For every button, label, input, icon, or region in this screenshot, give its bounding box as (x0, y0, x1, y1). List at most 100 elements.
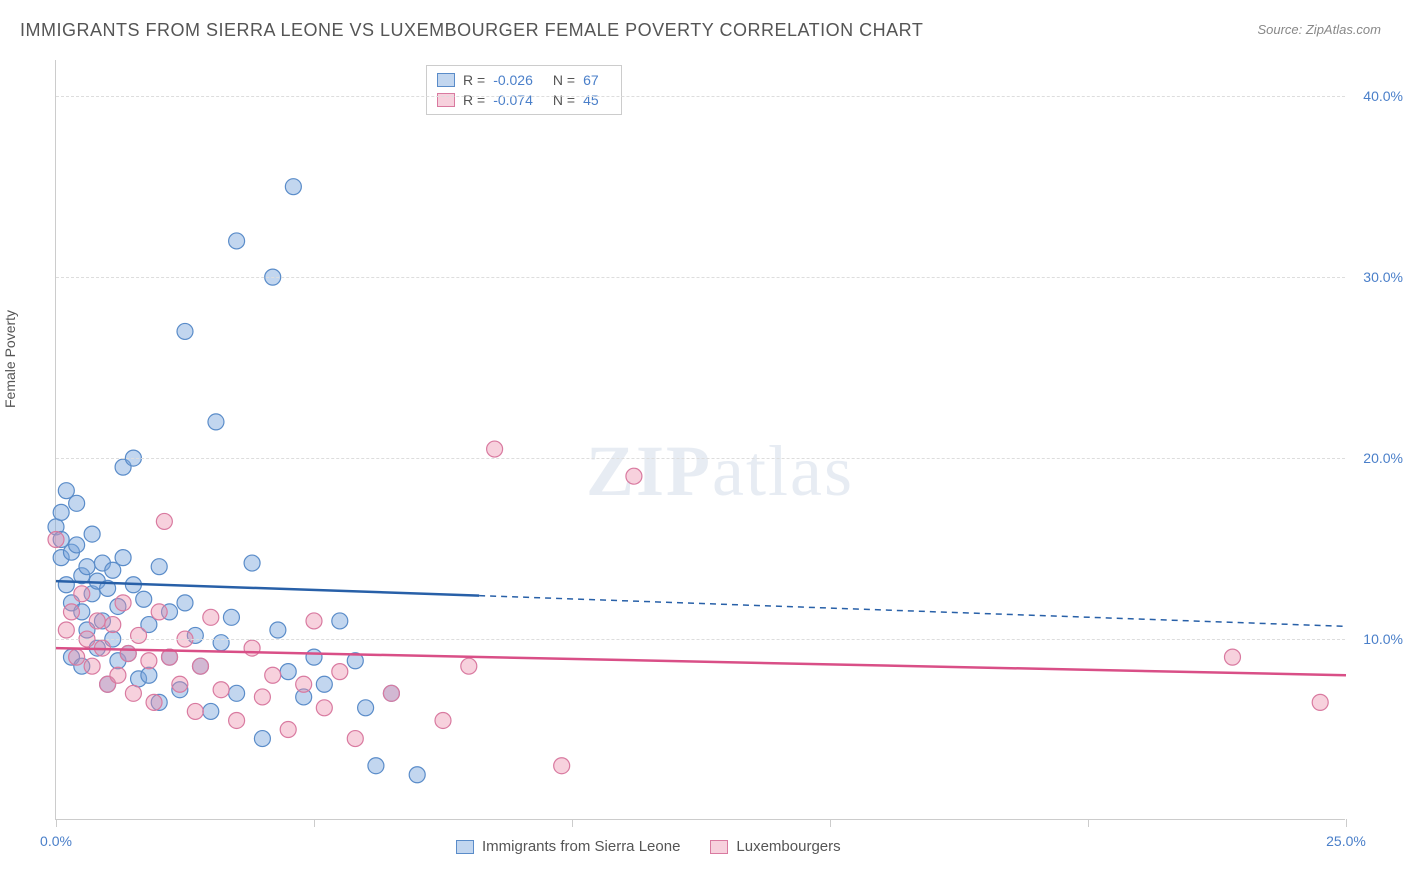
source-name: ZipAtlas.com (1306, 22, 1381, 37)
x-tick (830, 819, 831, 827)
data-point-series-1 (125, 685, 141, 701)
data-point-series-1 (110, 667, 126, 683)
data-point-series-0 (244, 555, 260, 571)
data-point-series-0 (58, 577, 74, 593)
data-point-series-1 (192, 658, 208, 674)
data-point-series-1 (74, 586, 90, 602)
data-point-series-1 (172, 676, 188, 692)
chart-svg (56, 60, 1345, 819)
data-point-series-0 (136, 591, 152, 607)
legend-item-1: Luxembourgers (710, 838, 840, 855)
data-point-series-1 (626, 468, 642, 484)
grid-line (56, 96, 1345, 97)
x-tick (572, 819, 573, 827)
data-point-series-1 (69, 649, 85, 665)
data-point-series-1 (48, 532, 64, 548)
data-point-series-0 (141, 667, 157, 683)
data-point-series-1 (151, 604, 167, 620)
data-point-series-1 (187, 703, 203, 719)
data-point-series-0 (332, 613, 348, 629)
x-tick (1088, 819, 1089, 827)
data-point-series-1 (156, 513, 172, 529)
data-point-series-1 (203, 609, 219, 625)
swatch-bottom-1 (710, 840, 728, 854)
data-point-series-1 (435, 712, 451, 728)
data-point-series-1 (146, 694, 162, 710)
data-point-series-1 (229, 712, 245, 728)
data-point-series-1 (316, 700, 332, 716)
series-name-1: Luxembourgers (736, 838, 840, 855)
x-tick (1346, 819, 1347, 827)
data-point-series-1 (244, 640, 260, 656)
data-point-series-1 (58, 622, 74, 638)
series-legend: Immigrants from Sierra Leone Luxembourge… (456, 838, 841, 855)
y-tick-label: 40.0% (1363, 88, 1403, 104)
grid-line (56, 458, 1345, 459)
data-point-series-0 (306, 649, 322, 665)
data-point-series-0 (115, 550, 131, 566)
trend-line-series-0 (56, 581, 479, 595)
data-point-series-1 (63, 604, 79, 620)
data-point-series-1 (347, 731, 363, 747)
data-point-series-1 (89, 613, 105, 629)
chart-title: IMMIGRANTS FROM SIERRA LEONE VS LUXEMBOU… (20, 20, 923, 41)
x-tick (314, 819, 315, 827)
y-axis-label: Female Poverty (2, 310, 18, 408)
data-point-series-0 (223, 609, 239, 625)
data-point-series-0 (229, 233, 245, 249)
data-point-series-0 (358, 700, 374, 716)
data-point-series-1 (131, 627, 147, 643)
data-point-series-0 (177, 323, 193, 339)
data-point-series-0 (270, 622, 286, 638)
data-point-series-0 (79, 559, 95, 575)
data-point-series-1 (265, 667, 281, 683)
data-point-series-0 (151, 559, 167, 575)
trend-line-series-1 (56, 648, 1346, 675)
data-point-series-0 (69, 537, 85, 553)
grid-line (56, 639, 1345, 640)
data-point-series-1 (280, 722, 296, 738)
data-point-series-0 (316, 676, 332, 692)
source-prefix: Source: (1257, 22, 1305, 37)
data-point-series-1 (461, 658, 477, 674)
trend-line-dashed-series-0 (479, 596, 1346, 627)
data-point-series-1 (554, 758, 570, 774)
data-point-series-1 (1312, 694, 1328, 710)
y-tick-label: 10.0% (1363, 631, 1403, 647)
swatch-bottom-0 (456, 840, 474, 854)
data-point-series-1 (84, 658, 100, 674)
x-tick (56, 819, 57, 827)
data-point-series-0 (208, 414, 224, 430)
data-point-series-0 (280, 664, 296, 680)
data-point-series-1 (254, 689, 270, 705)
data-point-series-0 (69, 495, 85, 511)
data-point-series-1 (120, 646, 136, 662)
x-tick-label: 0.0% (40, 833, 72, 849)
data-point-series-0 (213, 635, 229, 651)
data-point-series-0 (53, 504, 69, 520)
data-point-series-1 (115, 595, 131, 611)
legend-item-0: Immigrants from Sierra Leone (456, 838, 680, 855)
data-point-series-1 (487, 441, 503, 457)
data-point-series-1 (1224, 649, 1240, 665)
data-point-series-1 (141, 653, 157, 669)
y-tick-label: 20.0% (1363, 450, 1403, 466)
data-point-series-0 (177, 595, 193, 611)
source-attribution: Source: ZipAtlas.com (1257, 22, 1381, 37)
x-tick-label: 25.0% (1326, 833, 1366, 849)
data-point-series-1 (306, 613, 322, 629)
data-point-series-1 (296, 676, 312, 692)
data-point-series-0 (285, 179, 301, 195)
data-point-series-0 (229, 685, 245, 701)
data-point-series-0 (84, 526, 100, 542)
series-name-0: Immigrants from Sierra Leone (482, 838, 680, 855)
plot-area: ZIPatlas R = -0.026 N = 67 R = -0.074 N … (55, 60, 1345, 820)
data-point-series-0 (368, 758, 384, 774)
grid-line (56, 277, 1345, 278)
y-tick-label: 30.0% (1363, 269, 1403, 285)
data-point-series-0 (409, 767, 425, 783)
data-point-series-1 (213, 682, 229, 698)
data-point-series-1 (332, 664, 348, 680)
data-point-series-1 (105, 617, 121, 633)
data-point-series-1 (383, 685, 399, 701)
